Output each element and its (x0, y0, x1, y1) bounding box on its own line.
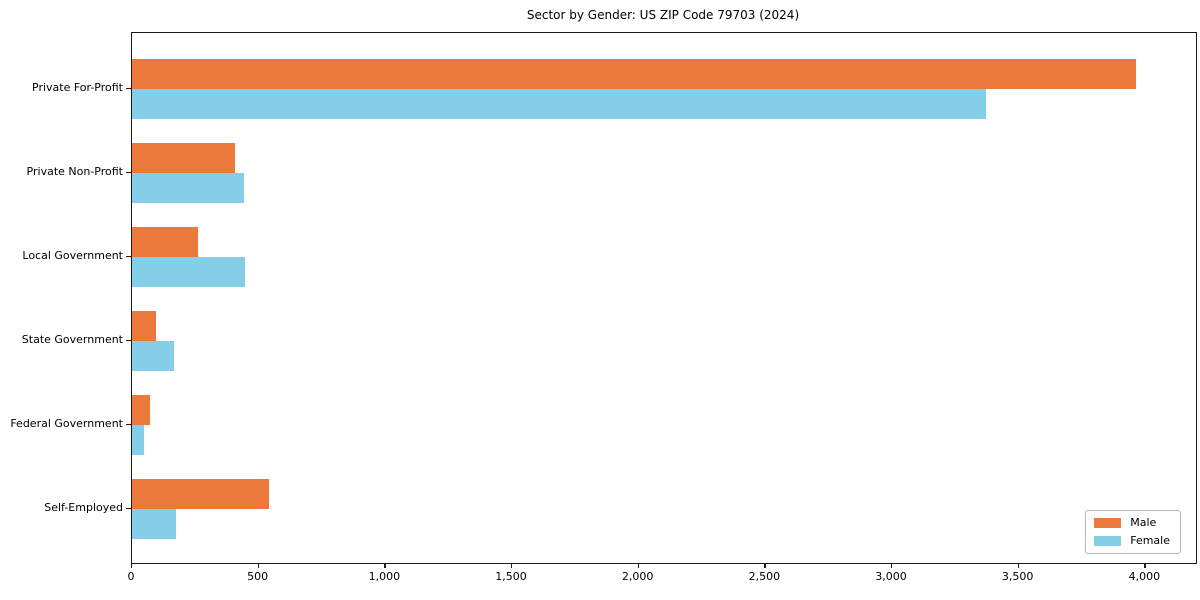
bar-female-self-employed (132, 509, 176, 539)
bar-female-private-non-profit (132, 173, 244, 204)
bar-female-private-for-profit (132, 89, 986, 120)
xtick-mark (511, 563, 513, 568)
xtick-mark (1017, 563, 1019, 568)
chart-title: Sector by Gender: US ZIP Code 79703 (202… (526, 8, 800, 22)
ytick-mark (126, 256, 131, 258)
xtick-mark (764, 563, 766, 568)
ytick-mark (126, 172, 131, 174)
bar-female-state-government (132, 341, 174, 371)
bar-male-private-for-profit (132, 59, 1136, 90)
xtick-label: 1,000 (368, 570, 401, 583)
ytick-mark (126, 340, 131, 342)
ytick-label: State Government (21, 333, 123, 347)
ytick-mark (126, 508, 131, 510)
xtick-label: 2,000 (621, 570, 654, 583)
legend-item-male: Male (1094, 517, 1170, 529)
xtick-mark (257, 563, 259, 568)
bar-male-private-non-profit (132, 143, 236, 174)
legend-label: Male (1130, 516, 1157, 529)
bar-male-federal-government (132, 395, 151, 426)
legend-swatch-female (1094, 536, 1122, 546)
ytick-mark (126, 424, 131, 426)
bar-male-state-government (132, 311, 157, 342)
ytick-label: Private For-Profit (32, 81, 123, 95)
bar-male-local-government (132, 227, 198, 258)
ytick-mark (126, 88, 131, 90)
xtick-label: 3,000 (875, 570, 907, 583)
xtick-mark (891, 563, 893, 568)
xtick-label: 3,500 (1001, 570, 1034, 583)
legend-swatch-male (1094, 518, 1122, 528)
legend-item-female: Female (1094, 535, 1170, 547)
plot-area: Male Female (131, 32, 1197, 564)
xtick-mark (637, 563, 639, 568)
bar-female-federal-government (132, 425, 145, 455)
bar-female-local-government (132, 257, 245, 288)
bar-male-self-employed (132, 479, 269, 509)
xtick-label: 2,500 (748, 570, 781, 583)
xtick-label: 1,500 (495, 570, 527, 583)
xtick-mark (1144, 563, 1146, 568)
xtick-mark (384, 563, 386, 568)
legend: Male Female (1085, 510, 1181, 554)
ytick-label: Local Government (22, 249, 123, 263)
ytick-label: Private Non-Profit (26, 165, 123, 179)
xtick-label: 0 (127, 570, 135, 583)
xtick-mark (131, 563, 133, 568)
legend-label: Female (1130, 534, 1170, 547)
ytick-label: Federal Government (10, 417, 123, 431)
xtick-label: 4,000 (1128, 570, 1161, 583)
ytick-label: Self-Employed (44, 501, 123, 514)
xtick-label: 500 (247, 570, 269, 583)
